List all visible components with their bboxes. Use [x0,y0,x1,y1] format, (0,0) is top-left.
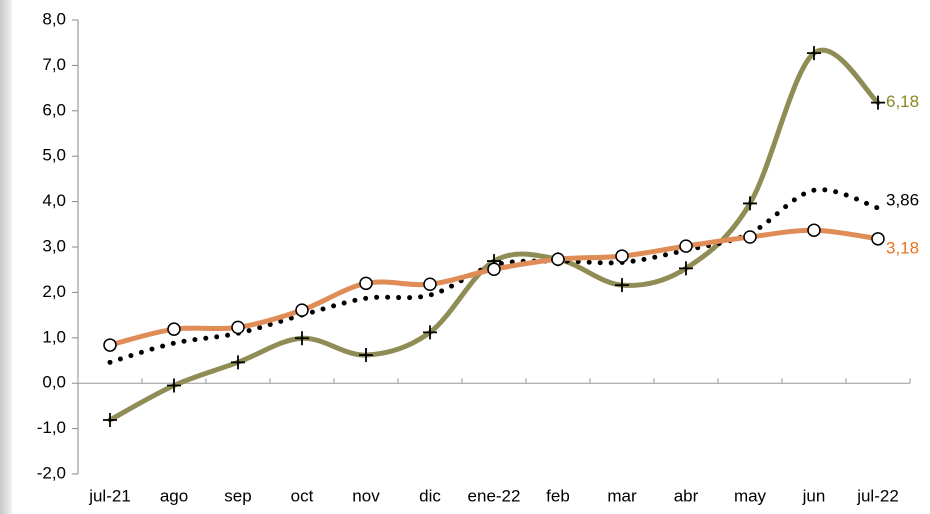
y-tick-label: 7,0 [42,55,66,74]
point-marker [231,355,245,370]
point-marker [295,331,309,346]
y-tick-label: 6,0 [42,100,66,119]
point-marker [103,338,117,352]
x-tick-label: abr [674,486,699,505]
point-marker [679,239,693,253]
x-tick-label: oct [291,486,314,505]
point-marker [743,230,757,244]
point-marker [615,278,629,293]
y-tick-label: 4,0 [42,191,66,210]
y-tick-label: -1,0 [37,418,66,437]
frame-edge [0,0,12,514]
series-line [107,47,881,423]
point-marker [359,348,373,363]
point-marker [807,46,821,61]
point-marker [167,322,181,336]
point-marker [551,252,565,267]
y-tick-label: 1,0 [42,327,66,346]
x-tick-label: jul-22 [856,486,899,505]
y-tick-label: 5,0 [42,146,66,165]
x-tick-label: ago [160,486,188,505]
value-label: 3,86 [886,190,919,209]
series-line [107,227,881,348]
x-tick-label: ene-22 [468,486,521,505]
point-marker [423,277,437,291]
point-marker [743,196,757,211]
point-marker [871,95,885,110]
point-marker [231,320,245,335]
point-marker [807,223,821,237]
x-tick-label: jul-21 [88,486,131,505]
x-tick-label: mar [607,486,637,505]
y-tick-label: 8,0 [42,9,66,28]
y-tick-label: -2,0 [37,463,66,482]
value-label: 6,18 [886,92,919,111]
x-tick-label: jun [802,486,826,505]
point-marker [615,249,629,263]
x-tick-label: dic [419,486,441,505]
y-tick-label: 3,0 [42,236,66,255]
value-label: 3,18 [886,238,919,257]
point-marker [871,232,885,246]
point-marker [103,412,117,427]
y-tick-label: 2,0 [42,282,66,301]
x-tick-label: sep [224,486,251,505]
x-tick-label: feb [546,486,570,505]
point-marker [167,378,181,393]
point-marker [679,261,693,276]
x-tick-label: may [734,486,767,505]
y-tick-label: 0,0 [42,373,66,392]
point-marker [295,303,309,317]
point-marker [423,325,437,340]
x-tick-label: nov [352,486,380,505]
point-marker [487,262,501,276]
point-marker [359,276,373,291]
